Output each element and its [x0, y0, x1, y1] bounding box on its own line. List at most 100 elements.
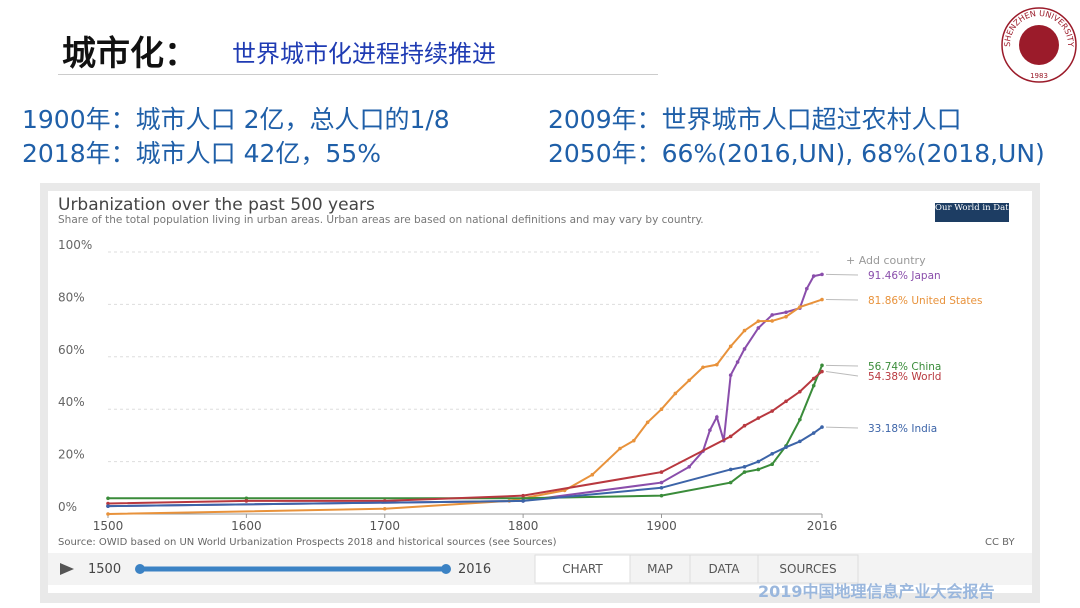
data-point: [618, 446, 622, 451]
y-tick-label: 40%: [58, 395, 85, 409]
data-point: [715, 362, 719, 367]
data-point: [811, 274, 816, 278]
data-point: [687, 465, 691, 469]
data-point: [701, 365, 705, 370]
data-point: [106, 512, 110, 516]
data-point: [820, 425, 824, 429]
slider-handle[interactable]: [135, 564, 145, 574]
data-point: [106, 504, 110, 508]
data-point: [798, 305, 802, 309]
data-point: [521, 499, 525, 503]
data-point: [770, 319, 774, 323]
data-point: [756, 416, 761, 420]
x-tick-label: 1700: [369, 519, 400, 533]
y-tick-label: 20%: [58, 448, 85, 462]
series-end-label: 33.18% India: [868, 423, 937, 435]
data-point: [728, 434, 733, 439]
data-point: [820, 369, 824, 374]
data-point: [106, 501, 110, 506]
data-point: [742, 328, 747, 333]
slide-title: 城市化：: [62, 34, 198, 74]
data-point: [659, 493, 664, 498]
data-point: [659, 407, 664, 411]
data-point: [798, 439, 802, 444]
tab-label: MAP: [647, 562, 673, 576]
data-point: [645, 420, 650, 425]
data-point: [784, 310, 788, 315]
data-point: [382, 506, 387, 511]
data-point: [742, 347, 747, 351]
tab[interactable]: [689, 554, 759, 584]
x-tick-label: 1500: [93, 519, 124, 533]
data-point: [804, 286, 809, 291]
series-line: [107, 273, 823, 508]
data-point: [728, 344, 733, 349]
tab[interactable]: [757, 554, 859, 584]
slider-handle[interactable]: [441, 564, 451, 574]
data-point: [728, 467, 733, 472]
data-point: [756, 319, 761, 323]
series-end-label: 81.86% United States: [868, 295, 982, 307]
license: CC BY: [985, 537, 1015, 548]
fact: 2018年：城市人口 42亿，55%: [22, 139, 381, 168]
data-point: [687, 378, 691, 383]
data-point: [798, 417, 802, 422]
data-point: [521, 493, 525, 498]
tab-label: DATA: [709, 562, 741, 576]
chart-subtitle-box: Share of the total population living in …: [58, 215, 704, 226]
fact: 2009年：世界城市人口超过农村人口: [548, 105, 962, 134]
data-point: [770, 409, 774, 413]
x-tick-label: 2016: [807, 519, 838, 533]
tab[interactable]: [534, 554, 631, 584]
slide-subtitle: 世界城市化进程持续推进: [232, 40, 496, 68]
tab[interactable]: [629, 554, 691, 584]
data-point: [244, 496, 249, 501]
data-point: [659, 470, 664, 474]
fact: 1900年：城市人口 2亿，总人口的1/8: [22, 105, 450, 134]
x-tick-label: 1900: [646, 519, 677, 533]
watermark: 2019中国地理信息产业大会报告: [758, 582, 995, 601]
owid-brand: Our World in Data: [935, 203, 1009, 213]
label-connector: [825, 426, 859, 429]
y-tick-label: 100%: [58, 238, 92, 252]
slider-end: 2016: [458, 562, 491, 577]
data-point: [784, 445, 788, 449]
data-point: [728, 480, 733, 485]
chart-subtitle: Share of the total population living in …: [58, 215, 704, 226]
x-tick-label: 1600: [231, 519, 262, 533]
data-point: [820, 272, 824, 277]
data-point: [811, 383, 816, 388]
data-point: [735, 360, 740, 364]
chart-panel: Urbanization over the past 500 years Sha…: [40, 183, 1040, 603]
tab-label: SOURCES: [779, 562, 836, 576]
add-country[interactable]: + Add country: [846, 254, 926, 267]
data-point: [659, 480, 664, 485]
data-point: [811, 431, 816, 435]
label-connector: [825, 371, 859, 377]
play-button[interactable]: [60, 563, 74, 575]
data-point: [244, 499, 249, 503]
data-point: [742, 465, 747, 469]
data-point: [784, 399, 788, 404]
y-tick-label: 0%: [58, 500, 77, 514]
data-point: [770, 451, 774, 456]
series-end-label: 56.74% China: [868, 361, 941, 373]
chart-card: [48, 191, 1032, 593]
data-point: [820, 363, 824, 368]
university-logo: SHENZHEN UNIVERSITY 1983: [1001, 7, 1077, 83]
owid-logo-box: Our World in Data: [935, 203, 1009, 213]
data-point: [770, 462, 774, 467]
data-point: [708, 428, 712, 432]
data-point: [521, 496, 525, 501]
series-end-label: 54.38% World: [868, 371, 941, 383]
data-point: [820, 297, 824, 302]
data-point: [770, 313, 774, 317]
data-point: [756, 459, 761, 464]
owid-logo: [935, 203, 1009, 222]
x-tick-label: 1800: [508, 519, 539, 533]
slider-start: 1500: [88, 562, 121, 577]
series-end-label: 91.46% Japan: [868, 270, 941, 282]
data-point: [590, 472, 595, 477]
tab-label: CHART: [562, 562, 603, 576]
